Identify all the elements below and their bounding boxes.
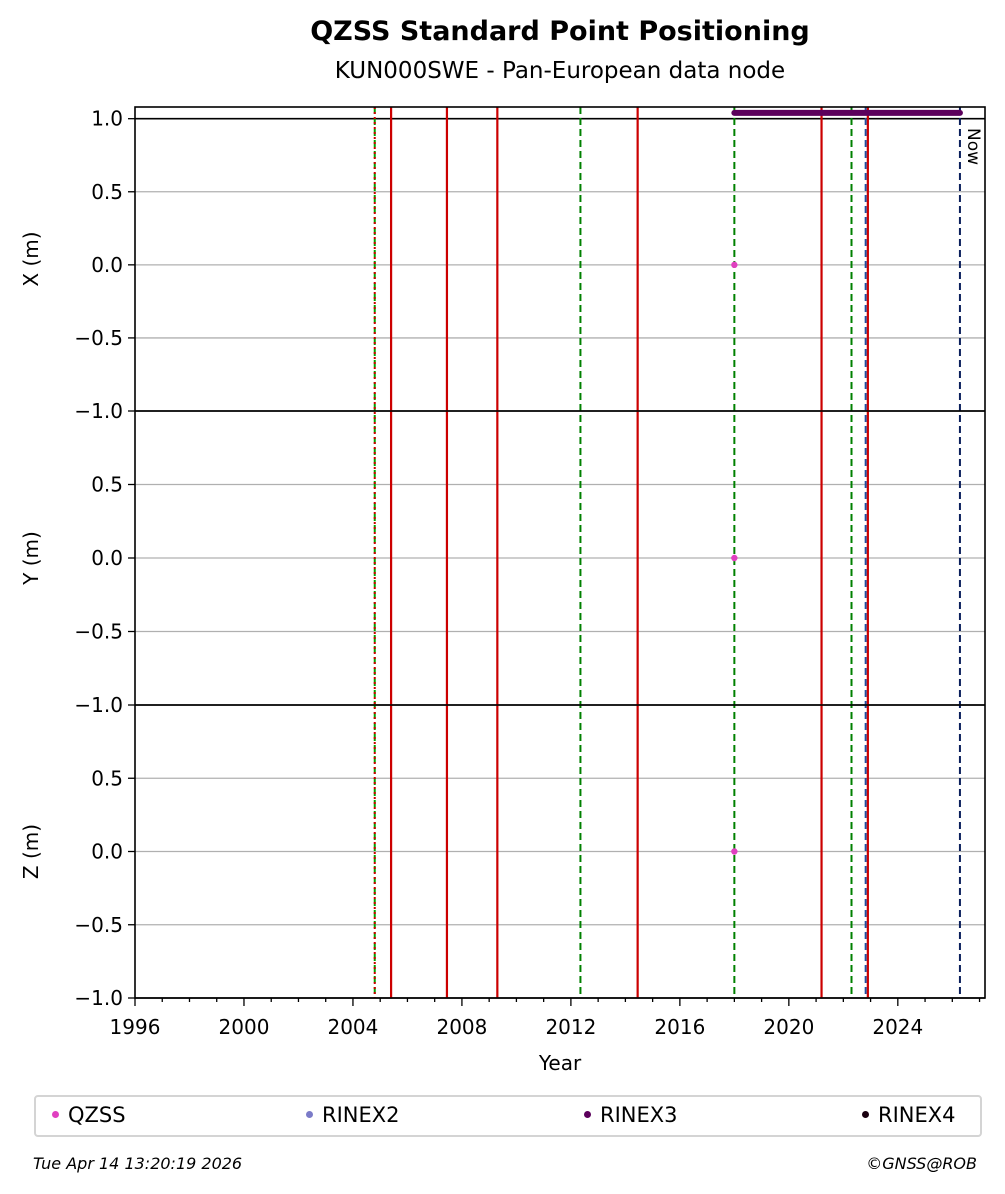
legend-label-rinex2: RINEX2 [322,1103,400,1127]
legend-label-qzss: QZSS [68,1103,126,1127]
now-label: Now [963,128,983,165]
data-point [731,848,738,855]
y-tick-label: −1.0 [74,399,123,423]
y-tick-label: 0.5 [91,473,123,497]
event-lines [373,107,961,998]
x-tick-label: 2012 [545,1015,596,1039]
y-tick-label: 0.0 [91,840,123,864]
labels-layer: 1.0 0.5 0.0 −0.5 −1.0 X (m) 0.5 0.0 −0.5 −1.0 Y (m… [19,107,983,1075]
y-tick-label: 0.5 [91,766,123,790]
y-tick-label: 0.0 [91,253,123,277]
grid-layer [135,117,985,999]
legend-label-rinex3: RINEX3 [600,1103,678,1127]
x-tick-label: 2024 [872,1015,923,1039]
x-tick-label: 2020 [763,1015,814,1039]
axes-layer [128,106,986,1006]
legend-marker-rinex3 [584,1110,591,1118]
legend: QZSS RINEX2 RINEX3 RINEX4 [34,1095,982,1137]
x-tick-label: 2000 [219,1015,270,1039]
legend-item-rinex4: RINEX4 [862,1103,956,1127]
x-tick-label: 1996 [110,1015,161,1039]
x-axis-label: Year [538,1051,582,1075]
y-tick-label: 0.5 [91,180,123,204]
legend-marker-qzss [52,1110,59,1118]
x-tick-label: 2008 [436,1015,487,1039]
y-tick-label: −0.5 [74,326,123,350]
legend-item-rinex2: RINEX2 [306,1103,400,1127]
y-axis-label: Y (m) [19,531,43,586]
chart-plot: 1.0 0.5 0.0 −0.5 −1.0 X (m) 0.5 0.0 −0.5 −1.0 Y (m… [19,106,986,1075]
footer-timestamp: Tue Apr 14 13:20:19 2026 [33,1154,243,1173]
y-tick-label: 1.0 [91,107,123,131]
data-point [731,554,738,562]
legend-item-rinex3: RINEX3 [584,1103,678,1127]
y-axis-label: Z (m) [19,824,43,879]
x-tick-label: 2016 [654,1015,705,1039]
y-tick-label: −0.5 [74,620,123,644]
legend-marker-rinex4 [862,1110,869,1118]
y-tick-label: −0.5 [74,913,123,937]
data-point [731,261,738,269]
legend-item-qzss: QZSS [52,1103,126,1127]
x-tick-label: 2004 [327,1015,378,1039]
chart-title: QZSS Standard Point Positioning [310,16,810,47]
legend-label-rinex4: RINEX4 [878,1103,956,1127]
footer-credit: ©GNSS@ROB [866,1154,977,1173]
data-layer [731,109,963,855]
chart-subtitle: KUN000SWE - Pan-European data node [334,58,786,84]
plot-frame [134,106,986,999]
y-tick-label: 0.0 [91,546,123,570]
y-tick-label: −1.0 [74,693,123,717]
legend-marker-rinex2 [306,1110,313,1118]
y-tick-label: −1.0 [74,986,123,1010]
y-axis-label: X (m) [19,231,43,286]
